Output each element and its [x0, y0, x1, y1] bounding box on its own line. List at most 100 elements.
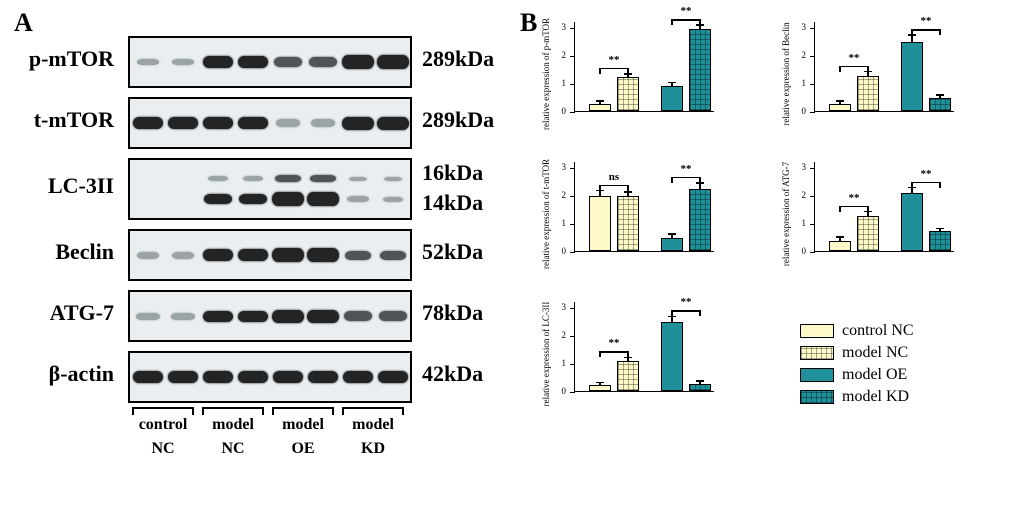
blot-membrane — [128, 158, 412, 220]
significance-tick — [599, 68, 601, 74]
blot-band — [238, 371, 268, 383]
bar-chart: 0123****relative expression of ATG-7 — [790, 158, 958, 270]
y-tick — [810, 196, 815, 197]
bar-chart: 0123****relative expression of LC-3II — [550, 298, 718, 410]
legend-item: model OE — [800, 364, 914, 386]
blot-band — [238, 311, 268, 322]
blot-band — [238, 56, 268, 68]
panel-b-label: B — [520, 8, 537, 38]
y-tick-label: 1 — [562, 78, 567, 88]
legend: control NCmodel NCmodel OEmodel KD — [800, 320, 914, 408]
legend-item: control NC — [800, 320, 914, 342]
error-bar — [699, 183, 701, 189]
significance-tick — [939, 182, 941, 188]
blot-band — [137, 59, 159, 65]
blot-membrane — [128, 36, 412, 88]
bar — [617, 361, 639, 391]
y-tick-label: 2 — [802, 50, 807, 60]
blot-band — [384, 177, 402, 181]
significance-label: ** — [921, 168, 932, 180]
y-tick — [570, 364, 575, 365]
lane-bracket — [342, 407, 404, 415]
significance-tick — [911, 182, 913, 188]
y-tick-label: 2 — [562, 50, 567, 60]
significance-label: ** — [921, 15, 932, 27]
blot-band — [307, 248, 339, 262]
significance-tick — [867, 66, 869, 72]
blot-band — [274, 57, 302, 67]
blot-band — [342, 117, 374, 130]
blot-row-label: β-actin — [14, 361, 114, 387]
significance-label: ** — [609, 54, 620, 66]
legend-label: model OE — [842, 366, 907, 384]
blot-band — [311, 119, 335, 127]
y-tick — [570, 224, 575, 225]
legend-swatch — [800, 390, 834, 404]
blot-kda-label: 78kDa — [422, 300, 483, 326]
bar-chart: 0123****relative expression of Beclin — [790, 18, 958, 130]
error-cap — [936, 228, 944, 230]
error-cap — [596, 382, 604, 384]
significance-bracket — [600, 185, 628, 187]
blot-band — [238, 117, 268, 129]
y-tick — [810, 28, 815, 29]
blot-row-label: ATG-7 — [14, 300, 114, 326]
significance-tick — [699, 310, 701, 316]
lane-label-bottom: NC — [202, 440, 264, 458]
significance-bracket — [840, 206, 868, 208]
legend-label: control NC — [842, 322, 914, 340]
y-tick — [570, 252, 575, 253]
y-tick — [570, 308, 575, 309]
bar — [661, 322, 683, 391]
blot-membrane — [128, 97, 412, 149]
blot-band — [272, 310, 304, 323]
blot-band — [204, 194, 232, 204]
bar — [589, 385, 611, 391]
blot-band — [377, 117, 409, 130]
blot-row-label: t-mTOR — [14, 107, 114, 133]
blot-band — [275, 175, 301, 182]
error-bar — [911, 188, 913, 194]
blot-band — [383, 197, 403, 202]
blot-band — [239, 194, 267, 204]
significance-tick — [627, 185, 629, 191]
significance-tick — [599, 185, 601, 191]
blot-band — [238, 249, 268, 261]
blot-band — [136, 313, 160, 320]
significance-bracket — [672, 310, 700, 312]
bar — [689, 189, 711, 251]
blot-kda-label: 16kDa — [422, 160, 483, 186]
significance-bracket — [912, 182, 940, 184]
blot-row-label: Beclin — [14, 239, 114, 265]
error-cap — [596, 100, 604, 102]
bar — [929, 98, 951, 111]
y-axis-title: relative expression of t-mTOR — [541, 159, 551, 269]
blot-band — [343, 371, 373, 383]
error-cap — [668, 233, 676, 235]
bar — [829, 241, 851, 251]
legend-item: model NC — [800, 342, 914, 364]
y-tick — [810, 112, 815, 113]
blot-membrane — [128, 290, 412, 342]
y-tick-label: 2 — [562, 330, 567, 340]
blot-membrane — [128, 351, 412, 403]
significance-bracket — [840, 66, 868, 68]
y-tick-label: 1 — [562, 218, 567, 228]
y-tick — [570, 196, 575, 197]
significance-tick — [671, 310, 673, 316]
y-axis-title: relative expression of Beclin — [781, 22, 791, 125]
y-axis-title: relative expression of LC-3II — [541, 302, 551, 407]
y-tick-label: 0 — [802, 246, 807, 256]
error-cap — [624, 191, 632, 193]
y-tick — [810, 168, 815, 169]
bar — [829, 104, 851, 111]
y-tick-label: 0 — [562, 386, 567, 396]
blot-band — [203, 249, 233, 261]
significance-tick — [699, 19, 701, 25]
blot-kda-label: 289kDa — [422, 46, 494, 72]
y-tick-label: 1 — [802, 78, 807, 88]
error-cap — [668, 82, 676, 84]
significance-label: ns — [609, 171, 619, 183]
blot-band — [203, 117, 233, 129]
significance-label: ** — [681, 163, 692, 175]
